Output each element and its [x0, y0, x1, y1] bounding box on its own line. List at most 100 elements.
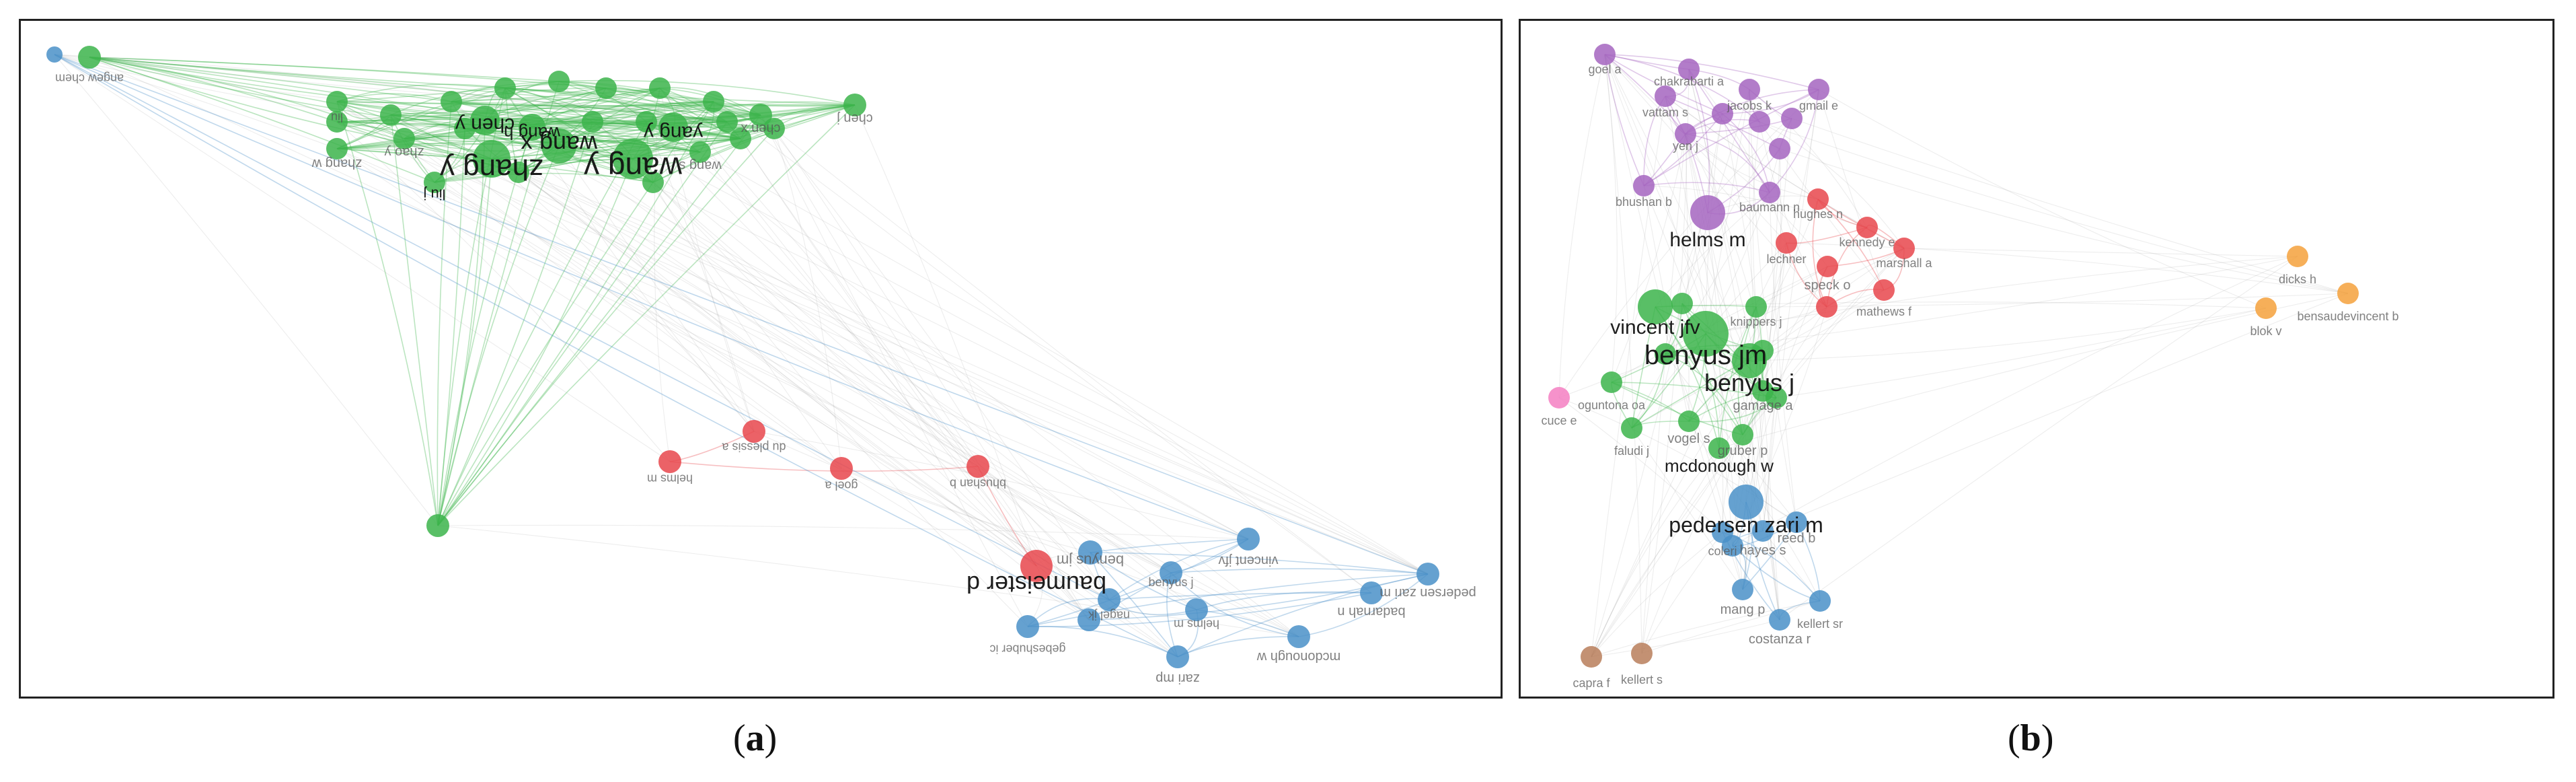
node-bensaudevincent-b[interactable] [2337, 283, 2359, 304]
node[interactable] [730, 128, 751, 149]
node[interactable] [548, 71, 570, 92]
node[interactable] [441, 91, 462, 112]
node-kellert-s[interactable] [1631, 643, 1653, 664]
node-zari-mp[interactable] [1166, 645, 1189, 668]
node-angew-chem[interactable] [78, 46, 101, 69]
node-helms-m[interactable] [1185, 598, 1208, 621]
node-vincent-jfv[interactable] [1638, 289, 1673, 324]
node[interactable] [649, 77, 671, 99]
node[interactable] [1749, 111, 1770, 133]
node-costanza-r[interactable] [1769, 609, 1790, 631]
edge [437, 104, 856, 526]
node-chen-x[interactable] [749, 104, 772, 127]
node-zhao-y[interactable] [393, 128, 415, 149]
node-wang-s[interactable] [689, 141, 711, 163]
node-wang-x[interactable] [541, 129, 576, 164]
node-hayes-s[interactable] [1752, 520, 1774, 542]
node[interactable] [1769, 138, 1790, 159]
node[interactable] [426, 514, 449, 537]
node-helms-m[interactable] [1690, 195, 1725, 230]
node-benyus-jm[interactable] [1683, 311, 1729, 357]
node-zhang-w[interactable] [326, 138, 348, 159]
node-badarnah-n[interactable] [1360, 581, 1383, 604]
node-mcdonough-w[interactable] [1287, 625, 1310, 648]
node-cuce-e[interactable] [1548, 387, 1570, 408]
node-capra-f[interactable] [1581, 646, 1602, 668]
node-dicks-h[interactable] [2287, 246, 2308, 267]
node-yen-j[interactable] [1675, 123, 1696, 145]
node[interactable] [1816, 296, 1838, 318]
node[interactable] [1671, 293, 1693, 314]
node-gebeshuber-ic[interactable] [1016, 615, 1039, 638]
node-reed-b[interactable] [1786, 511, 1807, 533]
node[interactable] [1752, 340, 1774, 361]
node-liu-j[interactable] [424, 172, 445, 193]
node[interactable] [1655, 343, 1676, 365]
node-label-chen-y: chen y [455, 114, 515, 136]
node-mang-p[interactable] [1732, 579, 1753, 600]
node[interactable] [1766, 387, 1787, 408]
node-chen-y[interactable] [470, 106, 500, 135]
node-vincent-jfv[interactable] [1237, 528, 1260, 550]
node-wang-h[interactable] [519, 114, 545, 141]
node[interactable] [454, 118, 476, 139]
node[interactable] [494, 77, 516, 99]
edge [1732, 256, 2298, 546]
node-knippers-j[interactable] [1745, 296, 1767, 318]
node[interactable] [380, 104, 402, 126]
node-speck-o[interactable] [1817, 256, 1838, 277]
node[interactable] [763, 118, 785, 139]
node[interactable] [46, 46, 63, 63]
node-pedersen-zari-m[interactable] [1416, 563, 1439, 585]
node[interactable] [716, 111, 738, 133]
node-goel-a[interactable] [830, 457, 853, 480]
node-label-jacobs-k: jacobs k [1727, 99, 1772, 112]
node[interactable] [1781, 108, 1803, 129]
node[interactable] [582, 111, 603, 133]
edge [1631, 306, 1656, 429]
node-benyus-jm[interactable] [1078, 540, 1102, 565]
node-yang-y[interactable] [658, 112, 688, 142]
node-blok-v[interactable] [2255, 297, 2277, 319]
node-bhushan-b[interactable] [967, 455, 989, 478]
node-chakrabarti-a[interactable] [1678, 59, 1700, 80]
node[interactable] [1712, 103, 1733, 125]
node-lechner[interactable] [1776, 232, 1797, 254]
node-benyus-j[interactable] [1160, 561, 1182, 584]
node-nagel-jk[interactable] [1098, 588, 1121, 611]
node-pedersen-zari-m[interactable] [1729, 485, 1764, 520]
node-zhang-y[interactable] [473, 140, 510, 178]
node-liu[interactable] [326, 91, 348, 112]
node-mcdonough-w[interactable] [1708, 437, 1730, 459]
node-gruber-p[interactable] [1732, 424, 1753, 446]
edge [605, 87, 761, 116]
node[interactable] [508, 162, 529, 183]
node-hughes-n[interactable] [1807, 188, 1829, 210]
node-jacobs-k[interactable] [1739, 79, 1760, 100]
node-kellert-sr[interactable] [1809, 590, 1831, 612]
node-bhushan-b[interactable] [1633, 175, 1655, 197]
node[interactable] [703, 91, 724, 112]
node-baumeister-d[interactable] [1020, 550, 1053, 582]
node[interactable] [1077, 608, 1100, 631]
node-vattam-s[interactable] [1655, 85, 1676, 107]
node-baumann-n[interactable] [1759, 182, 1780, 203]
node-vogel-s[interactable] [1678, 411, 1700, 432]
node[interactable] [326, 111, 348, 133]
node-du-plessis-a[interactable] [743, 420, 765, 443]
node-chen-j[interactable] [843, 94, 866, 116]
node-helms-m[interactable] [658, 450, 681, 473]
node[interactable] [1722, 535, 1743, 557]
node-marshall-a[interactable] [1893, 238, 1915, 259]
node[interactable] [642, 172, 664, 193]
node-oguntona-oa[interactable] [1601, 371, 1622, 393]
node-mathews-f[interactable] [1873, 279, 1895, 301]
edge [854, 104, 1037, 567]
node[interactable] [595, 77, 617, 99]
node-faludi-j[interactable] [1621, 417, 1642, 439]
node-goel-a[interactable] [1594, 44, 1616, 65]
node-gmail-e[interactable] [1808, 79, 1829, 100]
node-kennedy-e[interactable] [1856, 217, 1878, 238]
node[interactable] [636, 111, 657, 133]
node-wang-y[interactable] [613, 139, 653, 179]
